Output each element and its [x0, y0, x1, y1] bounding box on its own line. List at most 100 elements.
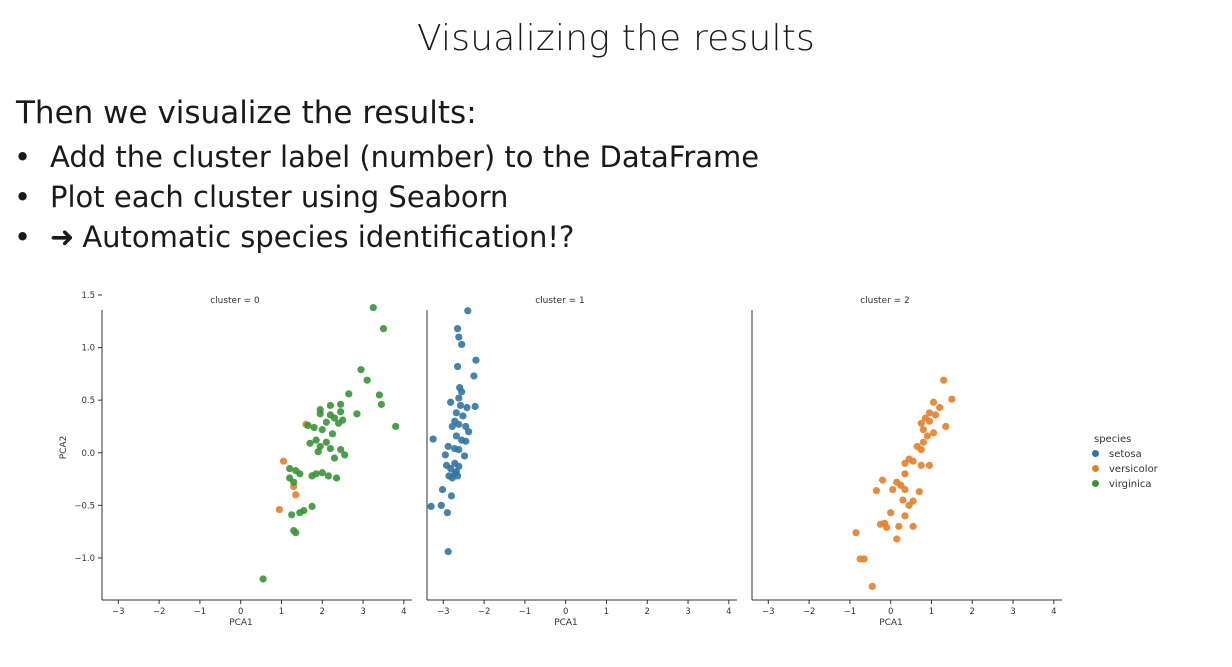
data-point-versicolor	[925, 409, 934, 417]
y-tick-label: 0.5	[81, 396, 95, 406]
data-point-virginica	[259, 575, 267, 583]
data-point-setosa	[465, 428, 473, 436]
data-point-virginica	[316, 410, 324, 418]
data-point-setosa	[429, 435, 437, 443]
panel-title: cluster = 1	[535, 296, 585, 306]
legend-item-virginica: virginica	[1080, 477, 1158, 492]
x-tick-label: −1	[194, 607, 207, 617]
data-point-versicolor	[901, 485, 909, 494]
data-point-versicolor	[868, 582, 876, 590]
legend-title: species	[1094, 434, 1132, 445]
arrow-icon: ➜	[50, 220, 75, 254]
data-point-versicolor	[936, 403, 944, 412]
x-tick-label: 4	[1051, 607, 1056, 617]
data-point-virginica	[328, 430, 337, 438]
data-point-virginica	[345, 390, 353, 398]
data-point-virginica	[337, 400, 345, 408]
legend-label: virginica	[1109, 479, 1152, 490]
x-tick-label: 3	[1010, 607, 1015, 617]
x-tick-label: 3	[360, 607, 365, 617]
bullet-item: • Add the cluster label (number) to the D…	[14, 140, 760, 174]
data-point-versicolor	[872, 487, 881, 495]
data-point-virginica	[288, 511, 296, 519]
data-point-setosa	[460, 452, 469, 460]
data-point-setosa	[453, 325, 462, 333]
data-point-setosa	[443, 509, 451, 517]
data-point-virginica	[330, 454, 339, 462]
bullet-item: • ➜ Automatic species identification!?	[14, 220, 575, 254]
data-point-versicolor	[878, 476, 887, 484]
data-point-virginica	[330, 414, 339, 422]
data-point-virginica	[290, 526, 298, 535]
data-point-versicolor	[925, 461, 934, 469]
x-tick-label: −3	[762, 607, 775, 617]
x-tick-label: −2	[478, 607, 491, 617]
legend-label: setosa	[1109, 449, 1142, 460]
data-point-setosa	[447, 398, 455, 406]
data-point-versicolor	[929, 429, 938, 437]
data-point-versicolor	[917, 419, 925, 427]
bullet-text: Automatic species identification!?	[82, 220, 575, 254]
data-point-virginica	[312, 436, 320, 444]
legend-item-versicolor: versicolor	[1080, 462, 1158, 477]
y-tick-label: −0.5	[74, 501, 95, 511]
x-axis-label: PCA1	[229, 618, 253, 628]
data-point-versicolor	[895, 522, 903, 530]
x-tick-label: 0	[563, 607, 568, 617]
data-point-virginica	[379, 325, 388, 333]
data-point-versicolor	[292, 491, 300, 499]
legend-label: versicolor	[1109, 464, 1158, 475]
data-point-virginica	[322, 438, 330, 446]
data-point-versicolor	[893, 535, 901, 543]
data-point-setosa	[437, 501, 445, 509]
data-point-versicolor	[275, 505, 284, 514]
data-point-virginica	[353, 410, 361, 418]
data-point-setosa	[455, 420, 463, 428]
x-axis-label: PCA1	[879, 618, 903, 628]
x-tick-label: 1	[604, 607, 609, 617]
data-point-setosa	[441, 451, 449, 459]
data-point-versicolor	[901, 470, 909, 478]
data-point-versicolor	[948, 395, 956, 403]
data-point-versicolor	[919, 438, 927, 446]
data-point-virginica	[290, 478, 298, 486]
data-point-virginica	[318, 469, 326, 477]
data-point-setosa	[455, 333, 463, 341]
data-point-versicolor	[899, 496, 907, 504]
data-point-virginica	[337, 408, 345, 416]
x-tick-label: 2	[645, 607, 650, 617]
x-tick-label: 1	[929, 607, 934, 617]
bullet-item: • Plot each cluster using Seaborn	[14, 180, 509, 214]
species-legend: species setosa versicolor virginica	[1080, 434, 1158, 492]
data-point-virginica	[392, 422, 400, 431]
data-point-virginica	[326, 444, 335, 453]
panel-title: cluster = 0	[210, 296, 260, 306]
bullet-text: Plot each cluster using Seaborn	[50, 180, 509, 214]
x-tick-label: −2	[803, 607, 816, 617]
data-point-setosa	[455, 446, 463, 454]
x-axis-label: PCA1	[554, 618, 578, 628]
data-point-virginica	[296, 470, 304, 478]
bullet-text: Add the cluster label (number) to the Da…	[50, 140, 760, 174]
data-point-versicolor	[917, 446, 925, 454]
data-point-virginica	[310, 423, 318, 432]
data-point-virginica	[324, 472, 332, 480]
data-point-virginica	[318, 426, 326, 434]
data-point-versicolor	[887, 509, 895, 517]
data-point-virginica	[377, 400, 386, 408]
data-point-virginica	[363, 376, 371, 384]
legend-swatch	[1092, 450, 1099, 457]
data-point-setosa	[458, 388, 466, 396]
data-point-setosa	[452, 432, 460, 440]
x-tick-label: −1	[519, 607, 532, 617]
x-tick-label: 2	[970, 607, 975, 617]
data-point-virginica	[308, 472, 316, 480]
bullet-list: • Add the cluster label (number) to the D…	[14, 137, 759, 257]
legend-swatch	[1092, 480, 1099, 487]
slide-title: Visualizing the results	[417, 18, 815, 59]
data-point-versicolor	[901, 512, 909, 520]
data-point-virginica	[334, 419, 343, 427]
data-point-virginica	[286, 464, 294, 473]
data-point-setosa	[464, 307, 472, 315]
data-point-virginica	[300, 507, 308, 515]
